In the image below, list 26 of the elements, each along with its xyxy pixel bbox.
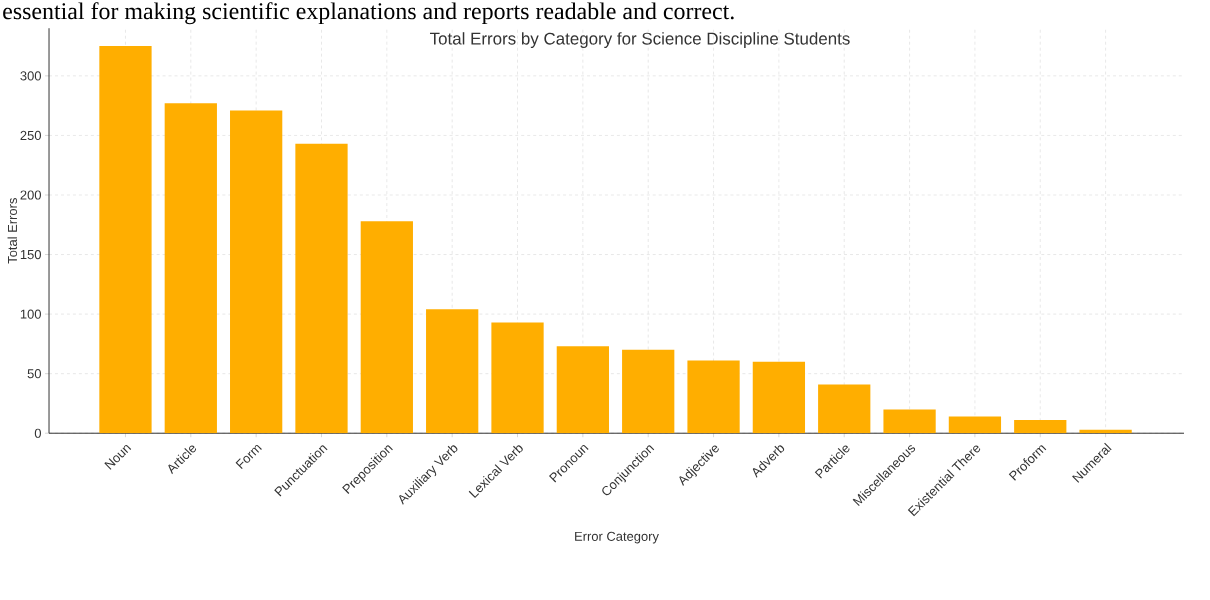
bar [818, 384, 871, 434]
bar [948, 416, 1002, 434]
y-tick-label: 200 [20, 190, 41, 200]
bar [230, 110, 283, 434]
bar [491, 322, 544, 434]
bar [556, 346, 609, 434]
y-tick-label: 250 [20, 130, 41, 141]
chart-title: Total Errors by Category for Science Discipline Students [429, 32, 850, 48]
bar [622, 349, 675, 434]
bar [295, 143, 348, 434]
bar [99, 46, 152, 434]
bar [883, 409, 936, 434]
bar [1014, 420, 1067, 434]
y-tick-label: 300 [20, 71, 41, 81]
y-tick-label: 50 [27, 369, 41, 379]
x-axis-title: Error Category [575, 531, 659, 544]
text: essential for making scientific explanations and reports readable and correct. [3, 2, 734, 25]
y-tick-label: 100 [20, 309, 41, 319]
bar [360, 221, 413, 434]
y-axis-title: Total Errors [7, 198, 18, 264]
bar [426, 309, 479, 434]
y-tick-label: 0 [34, 428, 41, 438]
bar [752, 361, 806, 434]
bar [164, 103, 217, 434]
y-tick-label: 150 [20, 249, 41, 260]
bar [687, 360, 740, 434]
